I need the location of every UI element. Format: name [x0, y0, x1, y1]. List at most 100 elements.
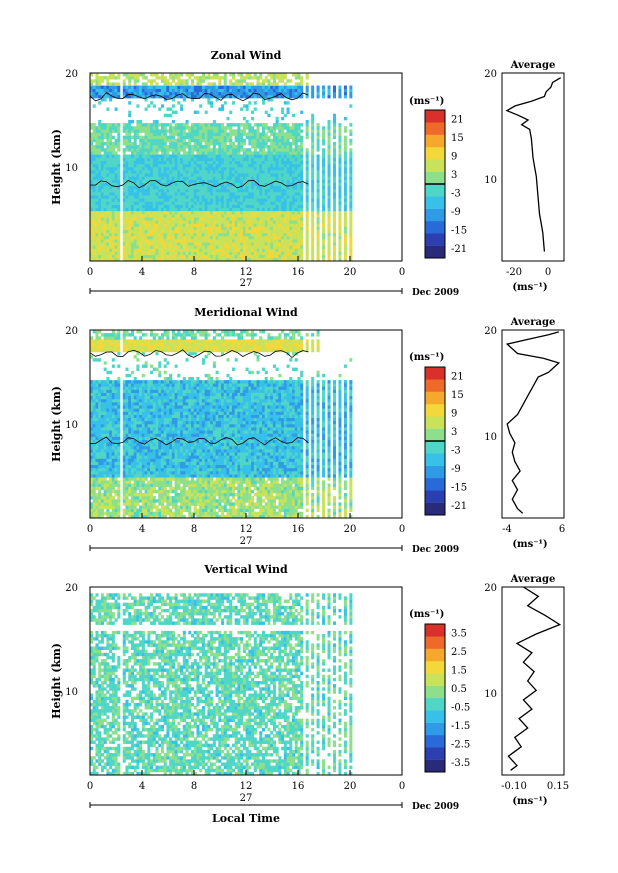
- heatmap-cell: [111, 179, 115, 183]
- heatmap-cell: [226, 239, 230, 243]
- heatmap-cell: [294, 254, 298, 259]
- heatmap-cell: [251, 176, 255, 180]
- heatmap-cell: [294, 88, 298, 93]
- heatmap-cell: [281, 229, 285, 234]
- heatmap-cell: [242, 198, 246, 202]
- heatmap-cell: [136, 188, 140, 193]
- heatmap-cell: [133, 148, 137, 152]
- heatmap-cell: [106, 471, 110, 475]
- heatmap-cell: [111, 154, 115, 158]
- heatmap-cell: [125, 251, 129, 256]
- heatmap-cell: [155, 245, 159, 249]
- heatmap-cell: [122, 248, 126, 252]
- heatmap-cell: [212, 82, 216, 86]
- heatmap-cell: [322, 126, 326, 130]
- heatmap-cell: [92, 458, 96, 462]
- heatmap-cell: [234, 157, 238, 162]
- heatmap-cell: [204, 173, 208, 177]
- heatmap-cell: [289, 254, 293, 259]
- heatmap-cell: [261, 195, 266, 199]
- heatmap-cell: [286, 185, 290, 190]
- heatmap-cell: [226, 116, 230, 121]
- heatmap-cell: [136, 160, 140, 165]
- heatmap-cell: [191, 204, 195, 209]
- heatmap-cell: [160, 79, 165, 83]
- heatmap-cell: [122, 467, 126, 472]
- heatmap-cell: [286, 170, 290, 174]
- heatmap-cell: [155, 201, 159, 205]
- heatmap-cell: [193, 223, 197, 227]
- heatmap-cell: [251, 179, 255, 183]
- heatmap-cell: [264, 138, 268, 143]
- heatmap-cell: [215, 195, 219, 199]
- heatmap-cell: [122, 232, 126, 237]
- heatmap-cell: [106, 333, 110, 337]
- heatmap-cell: [229, 229, 233, 234]
- heatmap-cell: [188, 195, 192, 199]
- heatmap-cell: [218, 207, 222, 212]
- heatmap-cell: [267, 248, 271, 252]
- heatmap-cell: [155, 73, 159, 77]
- heatmap-cell: [169, 198, 173, 202]
- heatmap-cell: [316, 138, 320, 143]
- heatmap-cell: [256, 154, 260, 158]
- heatmap-cell: [210, 173, 214, 177]
- heatmap-cell: [141, 235, 145, 240]
- heatmap-cell: [191, 192, 195, 196]
- heatmap-cell: [248, 76, 252, 80]
- heatmap-cell: [221, 160, 225, 165]
- heatmap-cell: [207, 207, 211, 212]
- heatmap-cell: [95, 420, 99, 425]
- heatmap-cell: [152, 182, 156, 187]
- heatmap-cell: [90, 405, 94, 409]
- heatmap-cell: [92, 436, 96, 440]
- heatmap-cell: [141, 163, 145, 168]
- heatmap-cell: [141, 91, 145, 96]
- heatmap-cell: [322, 94, 326, 99]
- heatmap-cell: [294, 160, 298, 165]
- heatmap-cell: [292, 163, 296, 168]
- heatmap-cell: [300, 195, 304, 199]
- heatmap-cell: [272, 223, 276, 227]
- heatmap-cell: [150, 123, 154, 127]
- heatmap-cell: [114, 342, 118, 346]
- heatmap-cell: [122, 411, 126, 415]
- avg-x-tick-1-zonal: 0: [545, 267, 551, 278]
- heatmap-cell: [90, 242, 94, 246]
- heatmap-cell: [264, 235, 268, 240]
- heatmap-cell: [289, 245, 293, 249]
- heatmap-cell: [109, 505, 113, 509]
- heatmap-cell: [316, 154, 320, 158]
- heatmap-cell: [114, 207, 118, 212]
- heatmap-cell: [199, 148, 203, 152]
- heatmap-cell: [191, 154, 195, 158]
- heatmap-cell: [294, 91, 298, 96]
- heatmap-cell: [264, 217, 268, 221]
- heatmap-cell: [163, 88, 167, 93]
- heatmap-meridional: [89, 330, 353, 519]
- heatmap-cell: [245, 217, 249, 221]
- heatmap-cell: [196, 79, 200, 83]
- heatmap-cell: [133, 85, 137, 89]
- heatmap-cell: [248, 91, 252, 96]
- heatmap-cell: [122, 414, 126, 419]
- heatmap-cell: [133, 235, 137, 240]
- heatmap-cell: [259, 148, 263, 152]
- heatmap-cell: [294, 76, 298, 80]
- heatmap-cell: [286, 132, 290, 136]
- heatmap-cell: [245, 223, 249, 227]
- heatmap-cell: [261, 185, 266, 190]
- heatmap-cell: [114, 514, 118, 519]
- heatmap-cell: [92, 430, 96, 434]
- heatmap-cell: [92, 392, 96, 397]
- heatmap-cell: [117, 424, 121, 428]
- colorbar-segment: [425, 110, 445, 123]
- heatmap-cell: [223, 188, 227, 193]
- heatmap-cell: [144, 107, 148, 111]
- heatmap-cell: [114, 348, 118, 353]
- heatmap-cell: [150, 217, 154, 221]
- heatmap-cell: [125, 173, 129, 177]
- heatmap-cell: [240, 176, 244, 180]
- heatmap-cell: [229, 220, 233, 224]
- heatmap-cell: [281, 167, 285, 171]
